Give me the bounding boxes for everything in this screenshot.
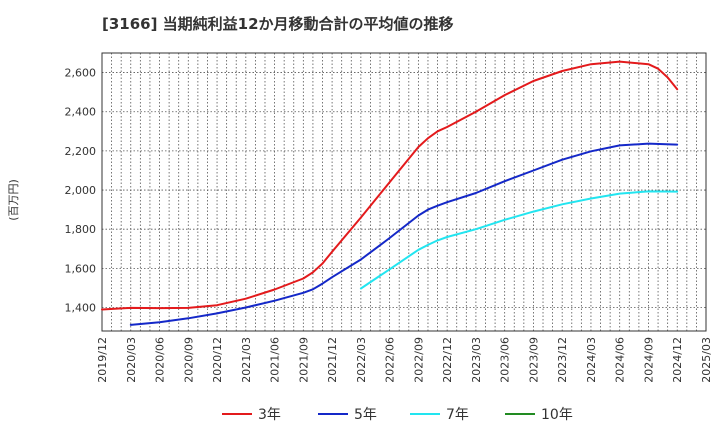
x-tick-label: 2021/12 xyxy=(326,337,339,383)
chart-title: [3166] 当期純利益12か月移動合計の平均値の推移 xyxy=(102,15,454,33)
x-tick-label: 2020/09 xyxy=(182,337,195,383)
y-tick-label: 2,000 xyxy=(65,184,97,197)
series-layer xyxy=(101,60,679,326)
plot-area xyxy=(102,53,706,331)
x-tick-label: 2023/06 xyxy=(499,337,512,383)
x-tick-label: 2024/09 xyxy=(642,337,655,383)
legend-label: 7年 xyxy=(446,407,469,423)
legend: 3年 5年 7年 10年 xyxy=(222,407,573,423)
y-tick-label: 1,600 xyxy=(65,262,97,275)
series-line xyxy=(129,142,679,326)
y-tick-label: 2,600 xyxy=(65,67,97,80)
x-tick-label: 2021/09 xyxy=(297,337,310,383)
y-tick-label: 1,800 xyxy=(65,223,97,236)
x-tick-label: 2023/09 xyxy=(527,337,540,383)
x-tick-label: 2023/03 xyxy=(470,337,483,383)
x-tick-label: 2021/03 xyxy=(240,337,253,383)
x-tick-label: 2025/03 xyxy=(700,337,713,383)
plot-frame xyxy=(101,52,707,332)
x-tick-label: 2021/06 xyxy=(269,337,282,383)
y-axis-label: (百万円) xyxy=(7,179,20,221)
x-tick-label: 2024/12 xyxy=(671,337,684,383)
x-tick-label: 2024/06 xyxy=(614,337,627,383)
legend-label: 5年 xyxy=(354,407,377,423)
x-axis-ticks: 2019/12 2020/03 2020/06 2020/09 2020/12 2021/… xyxy=(96,337,713,383)
x-tick-label: 2019/12 xyxy=(96,337,109,383)
y-axis-ticks: 1,400 1,600 1,800 2,000 2,200 2,400 2,600 xyxy=(65,67,97,315)
x-tick-label: 2020/03 xyxy=(125,337,138,383)
x-tick-label: 2023/12 xyxy=(556,337,569,383)
x-tick-label: 2020/06 xyxy=(154,337,167,383)
legend-label: 3年 xyxy=(258,407,281,423)
x-tick-label: 2022/12 xyxy=(441,337,454,383)
y-tick-label: 1,400 xyxy=(65,302,97,315)
grid-layer xyxy=(102,53,706,331)
y-tick-label: 2,400 xyxy=(65,106,97,119)
series-line xyxy=(359,190,679,290)
x-tick-label: 2022/06 xyxy=(384,337,397,383)
x-tick-label: 2022/09 xyxy=(412,337,425,383)
x-tick-label: 2022/03 xyxy=(355,337,368,383)
y-tick-label: 2,200 xyxy=(65,145,97,158)
x-tick-label: 2020/12 xyxy=(211,337,224,383)
legend-label: 10年 xyxy=(541,407,573,423)
x-tick-label: 2024/03 xyxy=(585,337,598,383)
series-line xyxy=(101,60,679,311)
